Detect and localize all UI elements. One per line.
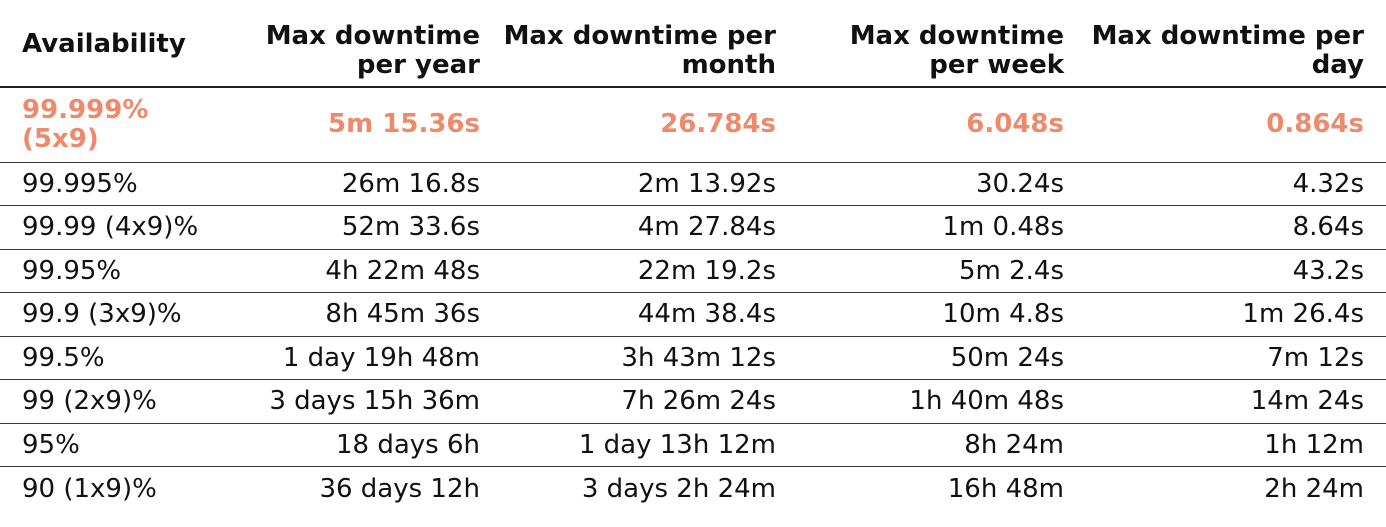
cell-year: 8h 45m 36s — [222, 292, 502, 337]
header-max-downtime-week: Max downtime per week — [798, 0, 1086, 88]
table-row: 99.995% 26m 16.8s 2m 13.92s 30.24s 4.32s — [0, 162, 1386, 206]
cell-day: 1h 12m — [1086, 423, 1386, 467]
cell-year: 1 day 19h 48m — [222, 336, 502, 380]
cell-month: 1 day 13h 12m — [502, 423, 798, 467]
cell-year: 4h 22m 48s — [222, 249, 502, 293]
table-row: 99 (2x9)% 3 days 15h 36m 7h 26m 24s 1h 4… — [0, 379, 1386, 424]
cell-availability: 99.999% (5x9) — [0, 87, 222, 163]
cell-week: 10m 4.8s — [798, 292, 1086, 337]
table-row: 99.99 (4x9)% 52m 33.6s 4m 27.84s 1m 0.48… — [0, 205, 1386, 250]
cell-month: 26.784s — [502, 87, 798, 163]
cell-month: 7h 26m 24s — [502, 379, 798, 424]
cell-availability: 99 (2x9)% — [0, 379, 222, 424]
table-row: 99.9 (3x9)% 8h 45m 36s 44m 38.4s 10m 4.8… — [0, 292, 1386, 337]
header-max-downtime-year: Max downtime per year — [222, 0, 502, 88]
cell-availability: 99.95% — [0, 249, 222, 293]
table-row: 99.5% 1 day 19h 48m 3h 43m 12s 50m 24s 7… — [0, 336, 1386, 380]
cell-month: 44m 38.4s — [502, 292, 798, 337]
cell-day: 7m 12s — [1086, 336, 1386, 380]
table-row: 99.95% 4h 22m 48s 22m 19.2s 5m 2.4s 43.2… — [0, 249, 1386, 293]
table-row: 95% 18 days 6h 1 day 13h 12m 8h 24m 1h 1… — [0, 423, 1386, 467]
cell-day: 8.64s — [1086, 205, 1386, 250]
cell-year: 26m 16.8s — [222, 162, 502, 206]
cell-month: 3 days 2h 24m — [581, 473, 776, 504]
cell-month: 3h 43m 12s — [502, 336, 798, 380]
cell-week: 1m 0.48s — [798, 205, 1086, 250]
cell-day: 4.32s — [1086, 162, 1386, 206]
cell-week: 8h 24m — [798, 423, 1086, 467]
cell-month: 2m 13.92s — [502, 162, 798, 206]
table-header-row: Availability Max downtime per year Max d… — [0, 0, 1386, 88]
header-max-downtime-month: Max downtime per month — [502, 0, 798, 88]
header-availability: Availability — [0, 0, 222, 88]
cell-availability: 99.995% — [0, 162, 222, 206]
cell-year: 3 days 15h 36m — [222, 379, 502, 424]
cell-year: 36 days 12h — [319, 473, 480, 504]
cell-year: 5m 15.36s — [222, 87, 502, 163]
cell-year: 52m 33.6s — [222, 205, 502, 250]
availability-table: Availability Max downtime per year Max d… — [0, 0, 1386, 511]
cell-week: 16h 48m — [947, 473, 1064, 504]
cell-week: 1h 40m 48s — [798, 379, 1086, 424]
cell-availability: 90 (1x9)% — [22, 473, 157, 504]
cell-day: 0.864s — [1086, 87, 1386, 163]
cell-year: 18 days 6h — [222, 423, 502, 467]
table-row: 90 (1x9)% 36 days 12h 3 days 2h 24m 16h … — [0, 467, 1386, 511]
cell-month: 22m 19.2s — [502, 249, 798, 293]
cell-day: 2h 24m — [1264, 473, 1364, 504]
cell-availability: 99.9 (3x9)% — [0, 292, 222, 337]
cell-day: 1m 26.4s — [1086, 292, 1386, 337]
cell-week: 6.048s — [798, 87, 1086, 163]
cell-availability: 99.5% — [0, 336, 222, 380]
cell-availability: 95% — [0, 423, 222, 467]
cell-week: 5m 2.4s — [798, 249, 1086, 293]
cell-availability: 99.99 (4x9)% — [0, 205, 222, 250]
cell-week: 50m 24s — [798, 336, 1086, 380]
cell-day: 43.2s — [1086, 249, 1386, 293]
cell-month: 4m 27.84s — [502, 205, 798, 250]
cell-day: 14m 24s — [1086, 379, 1386, 424]
header-max-downtime-day: Max downtime per day — [1086, 0, 1386, 88]
cell-week: 30.24s — [798, 162, 1086, 206]
table-row-highlighted: 99.999% (5x9) 5m 15.36s 26.784s 6.048s 0… — [0, 87, 1386, 163]
